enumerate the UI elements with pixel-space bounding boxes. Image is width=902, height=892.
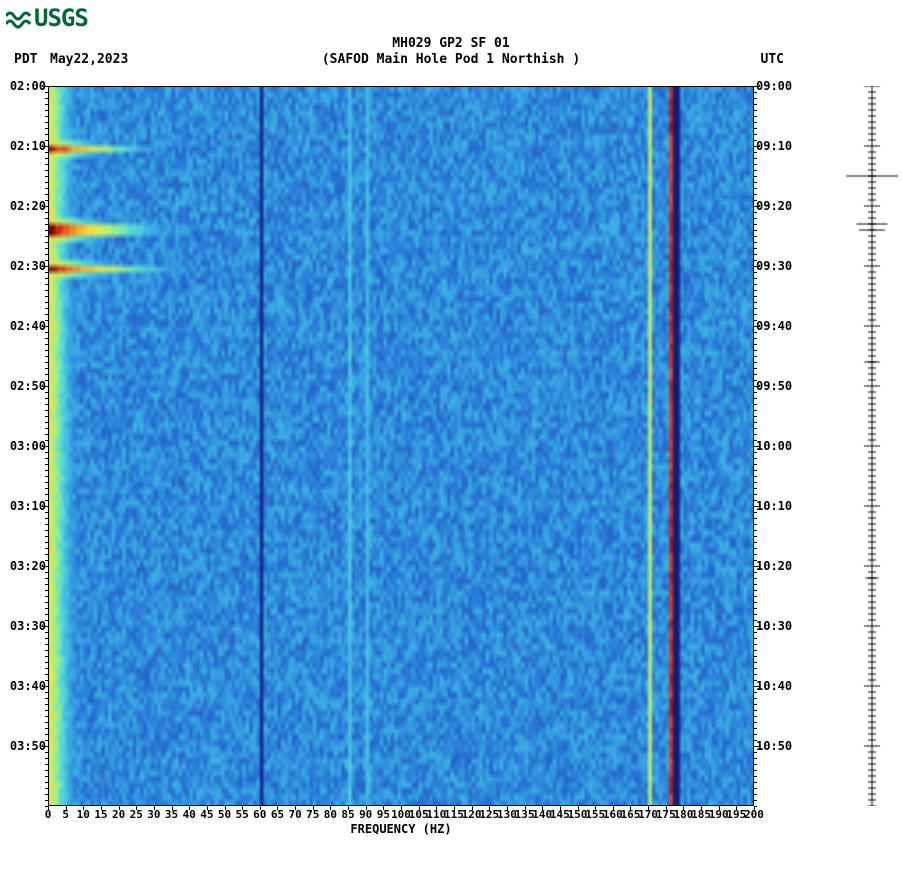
chart-title: MH029 GP2 SF 01 [392, 36, 509, 51]
timezone-right: UTC [761, 52, 784, 67]
spectrogram-plot: FREQUENCY (HZ) 02:0002:1002:2002:3002:40… [48, 86, 754, 806]
logo-text: USGS [34, 4, 88, 32]
side-waveform-right [844, 86, 900, 806]
usgs-wave-icon [6, 8, 32, 28]
usgs-logo: USGS [6, 4, 88, 32]
waveform-canvas [844, 86, 900, 806]
timezone-left: PDT [14, 52, 37, 67]
x-axis-label: FREQUENCY (HZ) [350, 822, 451, 836]
date-label: May22,2023 [50, 52, 128, 67]
spectrogram-canvas [48, 86, 754, 806]
chart-subtitle: (SAFOD Main Hole Pod 1 Northish ) [322, 52, 580, 67]
